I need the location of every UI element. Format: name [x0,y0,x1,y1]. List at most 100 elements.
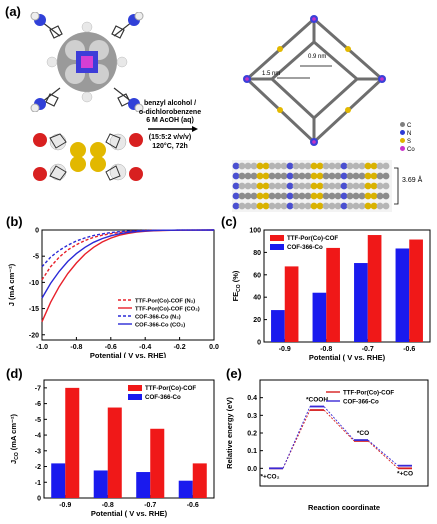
stack-atom [238,182,246,190]
chart-e-free-energy-diagram: 0.0 0.1 0.2 0.3 0.4 *+CO₂ *COOH *CO *+CO TTF-Por(… [225,379,429,512]
stack-atom [364,202,372,210]
y-tick-label: 0.0 [247,466,257,473]
stack-atom [304,192,312,200]
stack-atom [352,182,360,190]
legend-label-1: TTF-Por(Co)-COF (CO₂) [135,307,200,313]
x-tick-label: -0.7 [144,502,156,509]
stack-atom [286,202,294,210]
x-tick-label: -1.0 [36,344,48,351]
plot-frame [43,379,215,499]
panel-label-e: (e) [226,366,242,381]
stack-atom [376,172,384,180]
stack-atom [352,192,360,200]
stack-atom [244,172,252,180]
bar-ttf-1 [107,407,122,498]
stack-atom [322,202,330,210]
stack-atom [310,192,318,200]
stack-atom [256,192,264,200]
stack-atom [238,202,246,210]
stack-atom [250,162,258,170]
stack-atom [358,162,366,170]
bar-ttf-2 [367,235,382,342]
y-tick-label: -4 [35,433,41,440]
bar-cof366-1 [93,470,108,498]
legend-label-0: TTF-Por(Co)-COF [343,390,394,397]
condition-temp-time: 120°C, 72h [152,142,188,150]
x-tick-label: -0.8 [70,344,82,351]
stack-atom [334,182,342,190]
legend-label-0: TTF-Por(Co)-COF (N₂) [135,299,195,305]
panel-label-c: (c) [221,214,237,229]
legend-swatch-1 [128,394,142,400]
stack-atom [370,172,378,180]
stack-atom [304,162,312,170]
bar-cof366-3 [395,248,410,342]
atom-legend: C N S Co [400,122,415,154]
stack-atom [292,182,300,190]
stack-atom [298,202,306,210]
stack-atom [364,182,372,190]
x-axis-label: Potential ( V vs. RHE) [309,353,386,362]
porphyrin-monomer-model [30,12,144,112]
stack-atom [256,172,264,180]
legend-label-1: COF-366-Co [343,399,379,406]
stack-atom [244,162,252,170]
stack-atom [304,182,312,190]
series-line-3 [41,229,215,299]
x-tick-label: -0.4 [139,344,151,351]
stack-atom [376,192,384,200]
cof-stacking-model [232,160,392,212]
y-tick-label: -10 [29,280,39,287]
stack-atom [244,202,252,210]
x-tick-label: -0.8 [320,346,332,353]
stack-atom [352,202,360,210]
stack-atom [316,162,324,170]
stack-atom [268,172,276,180]
y-tick-label: 20 [253,317,261,324]
stack-atom [370,182,378,190]
state-label-0: *+CO₂ [261,473,280,480]
interlayer-distance: 3.69 Å [402,177,423,184]
stack-atom [358,192,366,200]
stack-atom [280,202,288,210]
stack-atom [316,172,324,180]
stack-atom [286,192,294,200]
stack-atom [286,182,294,190]
stack-atom [310,182,318,190]
stack-atom [382,162,390,170]
condition-ratio: (15:5:2 v/v/v) [148,134,192,141]
x-tick-label: 0.0 [209,344,219,351]
stack-atom [346,202,354,210]
chart-c-faradaic-efficiency: 0 20 40 60 80 100 -0.9 -0.8 -0.7 -0.6 Potential ( … [231,228,431,362]
stack-atom [358,172,366,180]
stack-atom [334,192,342,200]
stack-atom [250,202,258,210]
y-axis-label: J (mA cm⁻²) [7,263,16,306]
synthesis-ratio-temp: (15:5:2 v/v/v) 120°C, 72h [120,134,220,151]
legend-label-1: COF-366-Co [145,394,181,401]
state-connector-1-2 [367,439,399,467]
y-tick-label: 100 [249,228,261,235]
stack-atom [256,162,264,170]
stack-atom [310,202,318,210]
stack-atom [376,202,384,210]
stack-atom [370,202,378,210]
series-line-2 [41,229,215,268]
stack-atom [352,162,360,170]
legend-label-3: COF-366-Co (CO₂) [135,323,185,329]
x-tick-label: -0.6 [403,346,415,353]
y-tick-label: 40 [253,295,261,302]
x-tick-label: -0.6 [105,344,117,351]
stack-atom [238,162,246,170]
y-axis-label: JCO (mA cm⁻²) [9,414,20,464]
legend-label-1: COF-366-Co [287,244,323,251]
stack-atom [376,182,384,190]
legend-carbon: C [400,122,415,130]
stack-atom [244,182,252,190]
stack-atom [262,162,270,170]
state-label-3: *+CO [397,471,413,478]
bar-cof366-3 [178,480,193,498]
y-tick-label: -1 [35,480,41,487]
stack-atom [256,202,264,210]
stack-atom [268,192,276,200]
